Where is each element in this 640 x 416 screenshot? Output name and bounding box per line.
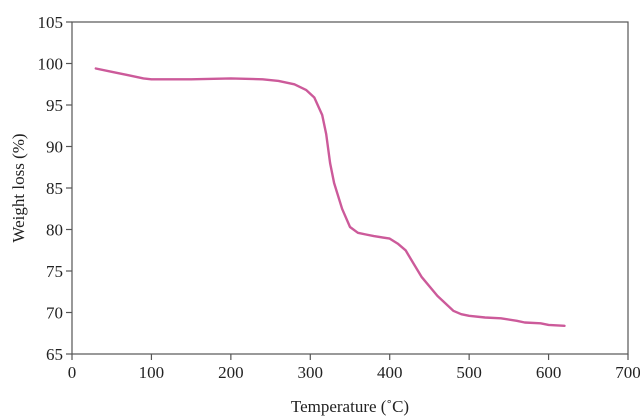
x-axis: 0 100 200 300 400 500 600 700 [68, 354, 640, 382]
x-tick-label: 700 [615, 363, 640, 382]
x-tick-label: 200 [218, 363, 244, 382]
series-layer [94, 67, 566, 327]
x-tick-label: 400 [377, 363, 403, 382]
y-tick-label: 75 [46, 262, 63, 281]
x-tick-label: 600 [536, 363, 562, 382]
y-tick-label: 65 [46, 345, 63, 364]
y-tick-label: 105 [38, 13, 64, 32]
x-axis-title: Temperature (˚C) [291, 397, 409, 416]
y-tick-label: 95 [46, 96, 63, 115]
y-tick-label: 80 [46, 221, 63, 240]
y-tick-label: 85 [46, 179, 63, 198]
y-axis-title: Weight loss (%) [9, 133, 28, 242]
x-tick-label: 300 [298, 363, 324, 382]
x-tick-label: 100 [139, 363, 165, 382]
y-tick-label: 70 [46, 304, 63, 323]
series-line [94, 67, 566, 327]
y-tick-label: 100 [38, 55, 64, 74]
x-tick-label: 500 [456, 363, 482, 382]
plot-frame [71, 21, 629, 355]
y-tick-label: 90 [46, 138, 63, 157]
x-tick-label: 0 [68, 363, 77, 382]
y-axis: 65 70 75 80 85 90 95 100 105 [38, 13, 72, 364]
